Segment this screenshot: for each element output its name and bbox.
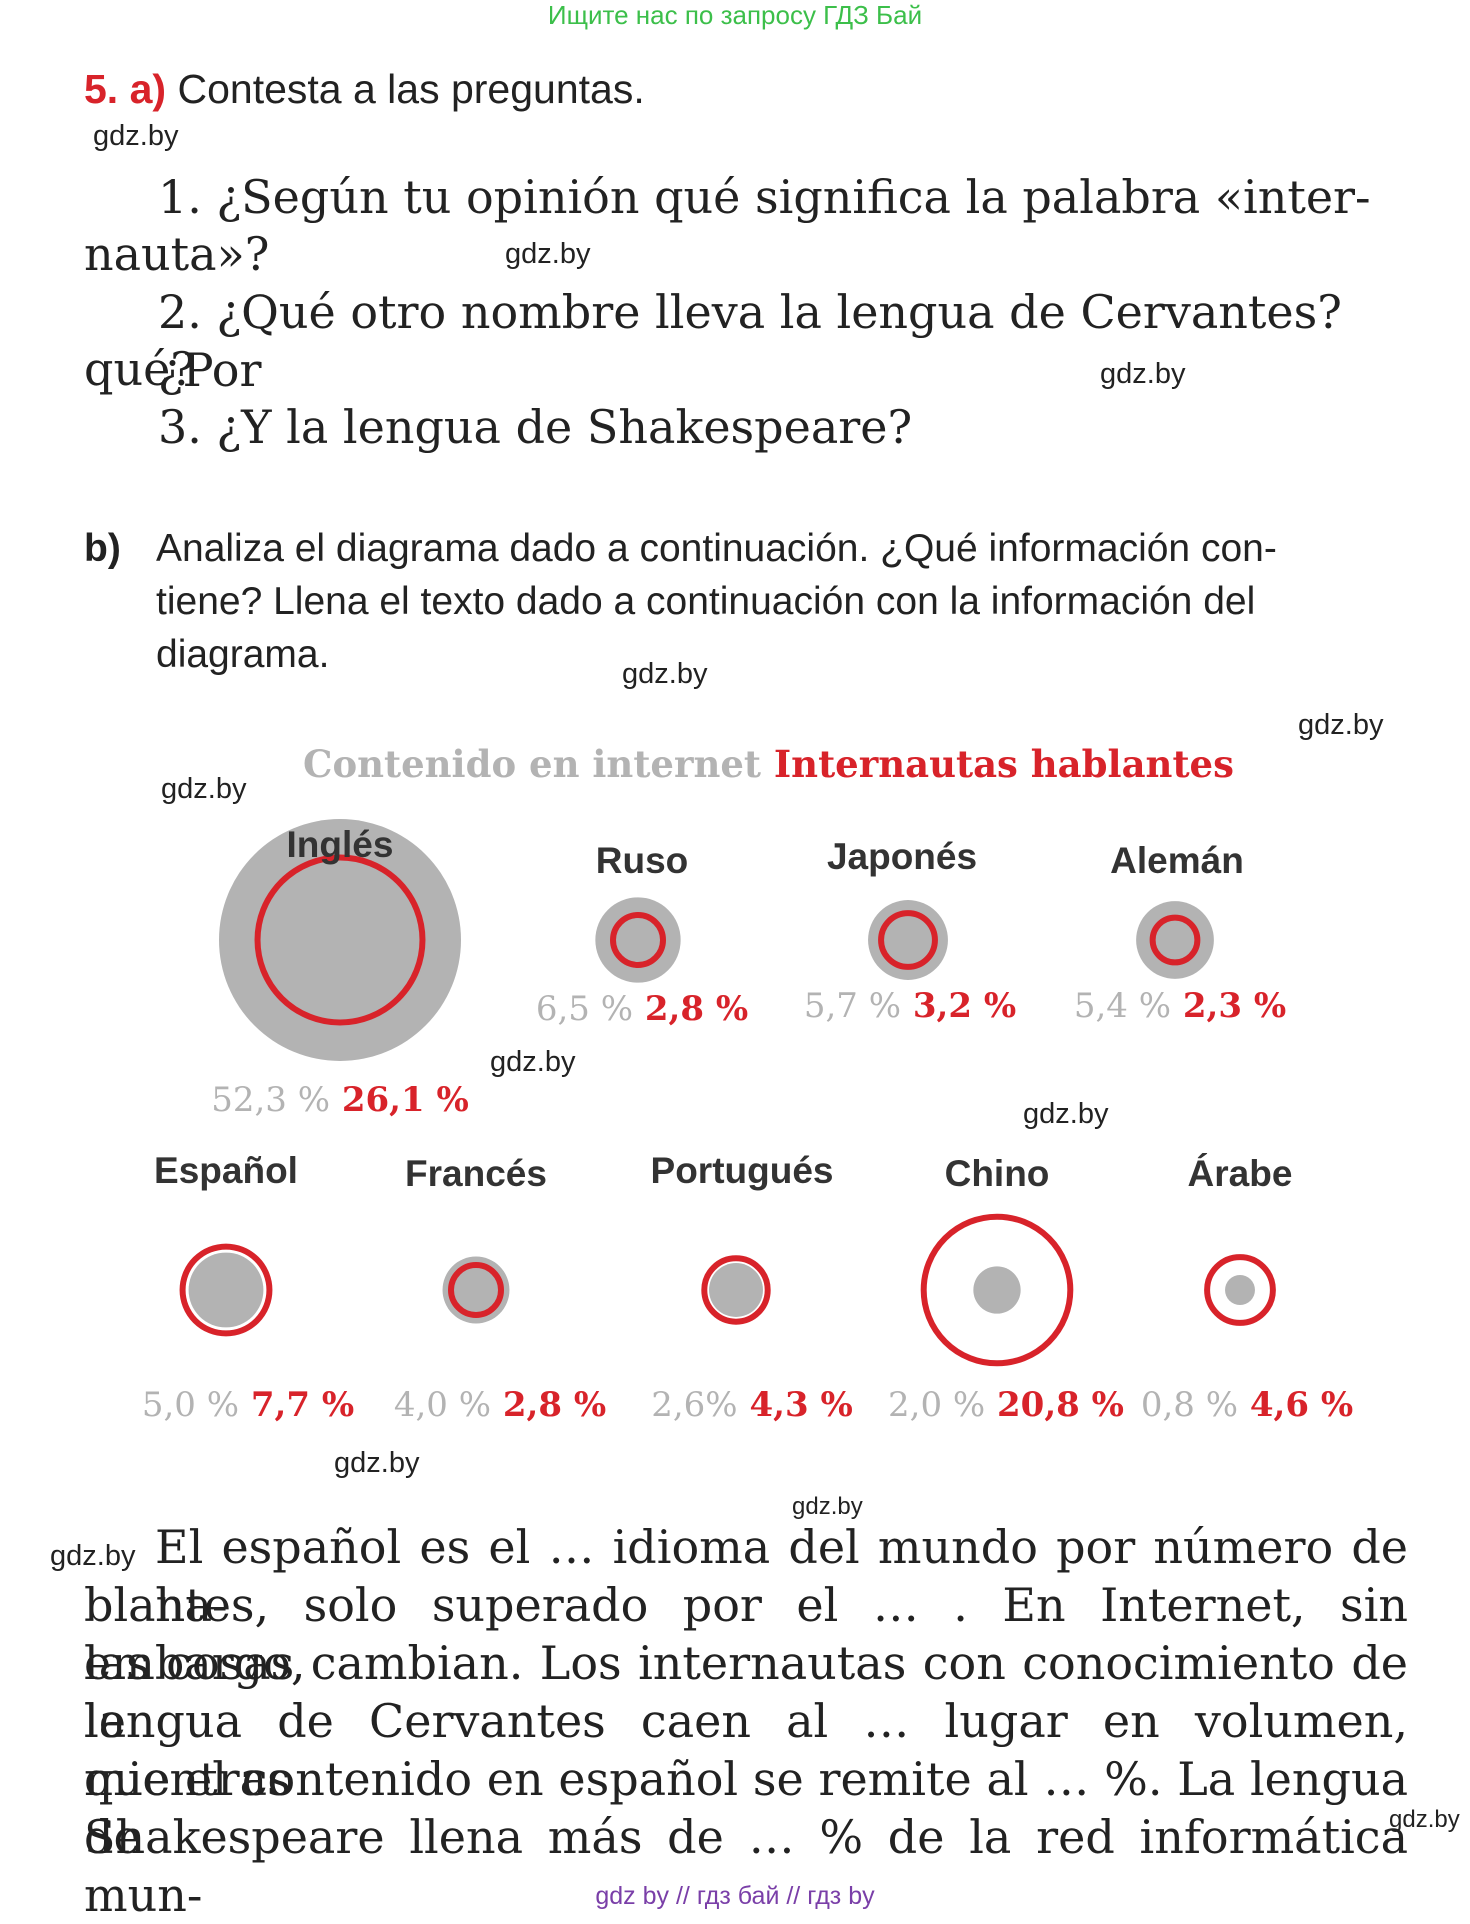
- language-label-aleman: Alemán: [1110, 840, 1244, 881]
- content-bubble-arabe: [1225, 1275, 1255, 1305]
- content-value: 2,6%: [651, 1385, 738, 1425]
- content-value: 52,3 %: [211, 1080, 331, 1120]
- part-a-title: Contesta a las preguntas.: [177, 66, 645, 112]
- paragraph-line: las cosas cambian. Los internautas con c…: [84, 1636, 1408, 1748]
- exercise-number: 5.: [84, 66, 119, 112]
- language-label-ruso: Ruso: [595, 840, 689, 881]
- watermark: gdz.by: [1023, 1098, 1109, 1130]
- value-labels-espanol: 5,0 % 7,7 %: [98, 1385, 398, 1425]
- content-bubble-espanol: [188, 1252, 264, 1328]
- speakers-bubble-japones: [878, 910, 938, 970]
- value-labels-aleman: 5,4 % 2,3 %: [1030, 986, 1330, 1026]
- question-1-line2: nauta»?: [84, 227, 270, 281]
- content-value: 4,0 %: [393, 1385, 492, 1425]
- watermark: gdz.by: [334, 1447, 420, 1479]
- watermark: gdz.by: [622, 658, 708, 690]
- chart-title-content: Contenido en internet: [303, 742, 761, 786]
- value-labels-ruso: 6,5 % 2,8 %: [492, 989, 792, 1029]
- bottom-banner[interactable]: gdz by // гдз бай // гдз by: [595, 1882, 875, 1910]
- language-label-portugues: Portugués: [650, 1150, 834, 1191]
- speakers-bubble-portugues: [701, 1255, 771, 1325]
- speakers-bubble-arabe: [1204, 1254, 1276, 1326]
- speakers-value: 26,1 %: [330, 1080, 469, 1120]
- question-2-line2: qué?: [84, 342, 195, 396]
- content-value: 5,7 %: [803, 986, 902, 1026]
- part-b-line: tiene? Llena el texto dado a continuació…: [156, 580, 1256, 623]
- content-bubble-chino: [973, 1266, 1021, 1314]
- top-banner[interactable]: Ищите нас по запросу ГДЗ Бай: [547, 0, 923, 30]
- question-3: 3. ¿Y la lengua de Shakespeare?: [158, 400, 913, 454]
- part-b-line: diagrama.: [156, 633, 330, 676]
- content-value: 5,4 %: [1073, 986, 1172, 1026]
- part-b-line: Analiza el diagrama dado a continuación.…: [156, 527, 1277, 570]
- content-bubble-ruso: [595, 897, 681, 983]
- part-b-text: Analiza el diagrama dado a continuación.…: [156, 522, 1406, 681]
- speakers-bubble-espanol: [179, 1243, 273, 1337]
- content-bubble-portugues: [709, 1263, 763, 1317]
- content-value: 5,0 %: [141, 1385, 240, 1425]
- watermark: gdz.by: [505, 238, 591, 270]
- speakers-bubble-ruso: [610, 912, 666, 968]
- part-a-letter: a): [129, 66, 167, 112]
- content-value: 6,5 %: [535, 989, 634, 1029]
- speakers-value: 4,6 %: [1238, 1385, 1354, 1425]
- question-1-line1: 1. ¿Según tu opinión qué significa la pa…: [158, 170, 1371, 224]
- chart-title-speakers: Internautas hablantes: [773, 742, 1234, 786]
- content-value: 2,0 %: [888, 1385, 986, 1425]
- language-label-espanol: Español: [154, 1150, 298, 1191]
- content-bubble-aleman: [1136, 901, 1214, 979]
- language-label-frances: Francés: [405, 1153, 547, 1194]
- speakers-value: 2,3 %: [1171, 986, 1287, 1026]
- paragraph-line: Shakespeare llena más de … % de la red i…: [84, 1810, 1408, 1922]
- speakers-value: 20,8 %: [985, 1385, 1124, 1425]
- value-labels-japones: 5,7 % 3,2 %: [760, 986, 1060, 1026]
- content-bubble-ingles: [219, 819, 461, 1061]
- value-labels-frances: 4,0 % 2,8 %: [350, 1385, 650, 1425]
- content-value: 0,8 %: [1140, 1385, 1239, 1425]
- watermark: gdz.by: [50, 1540, 136, 1572]
- speakers-bubble-ingles: [254, 854, 426, 1026]
- watermark: gdz.by: [93, 120, 179, 152]
- chart-title: Contenido en internet Internautas hablan…: [303, 742, 1234, 786]
- watermark: gdz.by: [161, 773, 247, 805]
- speakers-value: 4,3 %: [737, 1385, 853, 1425]
- question-2-line1: 2. ¿Qué otro nombre lleva la lengua de C…: [158, 285, 1342, 397]
- paragraph-line: lengua de Cervantes caen al … lugar en v…: [84, 1694, 1408, 1806]
- speakers-value: 2,8 %: [633, 989, 749, 1029]
- value-labels-portugues: 2,6% 4,3 %: [602, 1385, 902, 1425]
- paragraph-line: blantes, solo superado por el … . En Int…: [84, 1578, 1408, 1690]
- speakers-bubble-chino: [920, 1213, 1074, 1367]
- language-label-arabe: Árabe: [1187, 1153, 1293, 1194]
- value-labels-chino: 2,0 % 20,8 %: [856, 1385, 1156, 1425]
- speakers-value: 2,8 %: [491, 1385, 607, 1425]
- part-b-letter: b): [84, 527, 121, 570]
- speakers-bubble-frances: [448, 1262, 504, 1318]
- language-label-ingles: Inglés: [286, 824, 394, 865]
- exercise-header: 5. a) Contesta a las preguntas.: [84, 66, 645, 113]
- watermark: gdz.by: [1100, 358, 1186, 390]
- language-label-japones: Japonés: [826, 836, 978, 877]
- watermark: gdz.by: [792, 1493, 863, 1520]
- watermark: gdz.by: [1389, 1806, 1460, 1833]
- value-labels-ingles: 52,3 % 26,1 %: [190, 1080, 490, 1120]
- speakers-value: 3,2 %: [901, 986, 1017, 1026]
- paragraph-line: que el contenido en español se remite al…: [84, 1752, 1408, 1864]
- paragraph-line: El español es el … idioma del mundo por …: [155, 1520, 1408, 1632]
- value-labels-arabe: 0,8 % 4,6 %: [1097, 1385, 1397, 1425]
- watermark: gdz.by: [1298, 709, 1384, 741]
- watermark: gdz.by: [490, 1046, 576, 1078]
- language-label-chino: Chino: [944, 1153, 1050, 1194]
- speakers-bubble-aleman: [1149, 914, 1201, 966]
- speakers-value: 7,7 %: [239, 1385, 355, 1425]
